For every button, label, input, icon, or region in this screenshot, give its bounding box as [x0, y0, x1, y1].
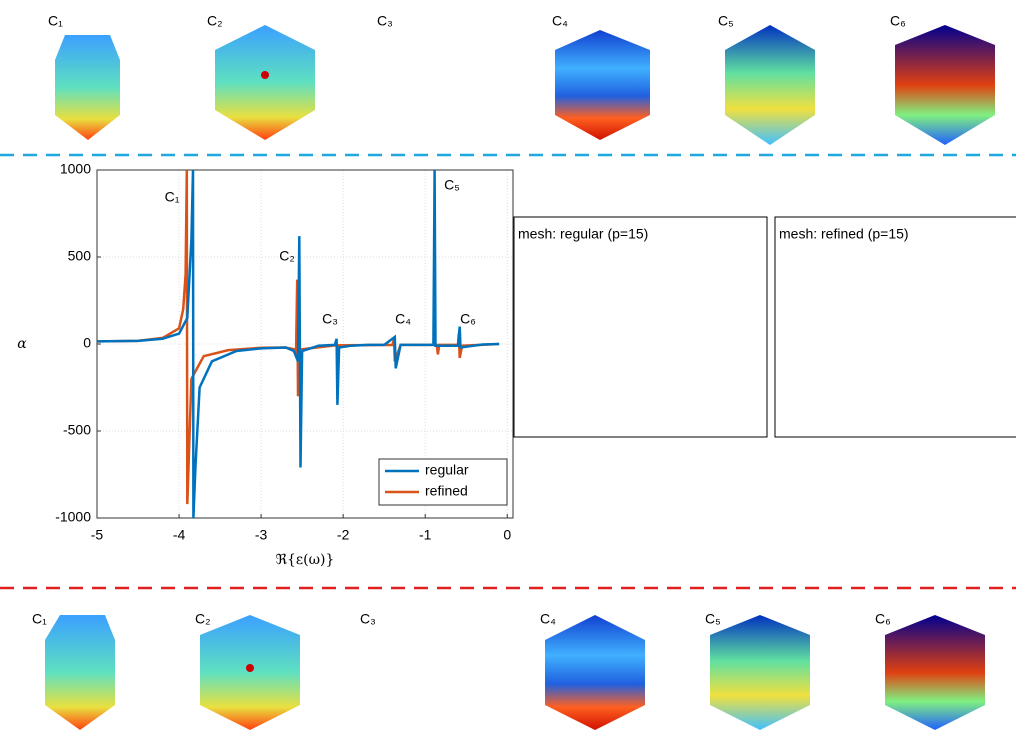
cube-image: [725, 25, 815, 145]
cube-label: C₆: [875, 611, 891, 627]
y-axis-label: α: [17, 336, 27, 352]
annotation: C₁: [165, 189, 180, 205]
cube-image: [45, 615, 115, 730]
cube-label: C₅: [705, 611, 721, 627]
x-tick-label: 0: [503, 527, 511, 543]
hotspot: [261, 71, 269, 79]
cube-label: C₂: [195, 611, 211, 627]
hotspot: [246, 664, 254, 672]
x-tick-label: -5: [91, 527, 104, 543]
y-tick-label: -1000: [55, 509, 91, 525]
panel-title: mesh: refined (p=15): [779, 226, 909, 242]
annotation: C₄: [395, 311, 411, 327]
cube-label: C₆: [890, 13, 906, 29]
x-axis-label: ℜ{ε(ω)}: [276, 552, 335, 568]
y-tick-label: -500: [63, 422, 91, 438]
cube-label: C₁: [48, 13, 63, 29]
cube-image: [710, 615, 810, 730]
cube-label: C₃: [377, 13, 393, 29]
cube-label: C₄: [552, 13, 568, 29]
cube-label: C₁: [32, 611, 47, 627]
panel: [775, 217, 1016, 437]
cube-label: C₃: [360, 611, 376, 627]
y-tick-label: 500: [68, 248, 92, 264]
annotation: C₅: [444, 177, 460, 193]
plot: -5 -4 -3 -2 -1 0 -1000 -500 0 500 1000 ℜ{ε(ω)} α C₁ C₂…: [17, 161, 513, 568]
cube-image: [215, 25, 315, 140]
x-tick-label: -1: [419, 527, 432, 543]
top-cubes: [55, 25, 995, 145]
cube-label: C₄: [540, 611, 556, 627]
cube-image: [200, 615, 300, 730]
cube-image: [55, 35, 120, 140]
annotation: C₂: [279, 248, 295, 264]
cube-image: [545, 615, 645, 730]
bottom-cubes: [45, 615, 985, 730]
x-tick-label: -3: [255, 527, 268, 543]
x-tick-label: -4: [173, 527, 186, 543]
annotation: C₆: [460, 311, 476, 327]
panel-title: mesh: regular (p=15): [518, 226, 648, 242]
y-tick-label: 0: [83, 335, 91, 351]
cube-label: C₂: [207, 13, 223, 29]
x-tick-label: -2: [337, 527, 350, 543]
cube-image: [895, 25, 995, 145]
y-tick-label: 1000: [60, 161, 91, 177]
page: {"top_labels": ["C₁", "C₂", "C₃", "C₄", …: [0, 0, 1016, 734]
annotation: C₃: [322, 311, 338, 327]
legend-label: refined: [425, 483, 468, 499]
cube-image: [555, 30, 650, 140]
cube-image: [885, 615, 985, 730]
figure: mesh: regular (p=15) mesh: refined (p=15…: [0, 0, 1016, 734]
panel: [514, 217, 767, 437]
legend-label: regular: [425, 462, 469, 478]
cube-label: C₅: [718, 13, 734, 29]
